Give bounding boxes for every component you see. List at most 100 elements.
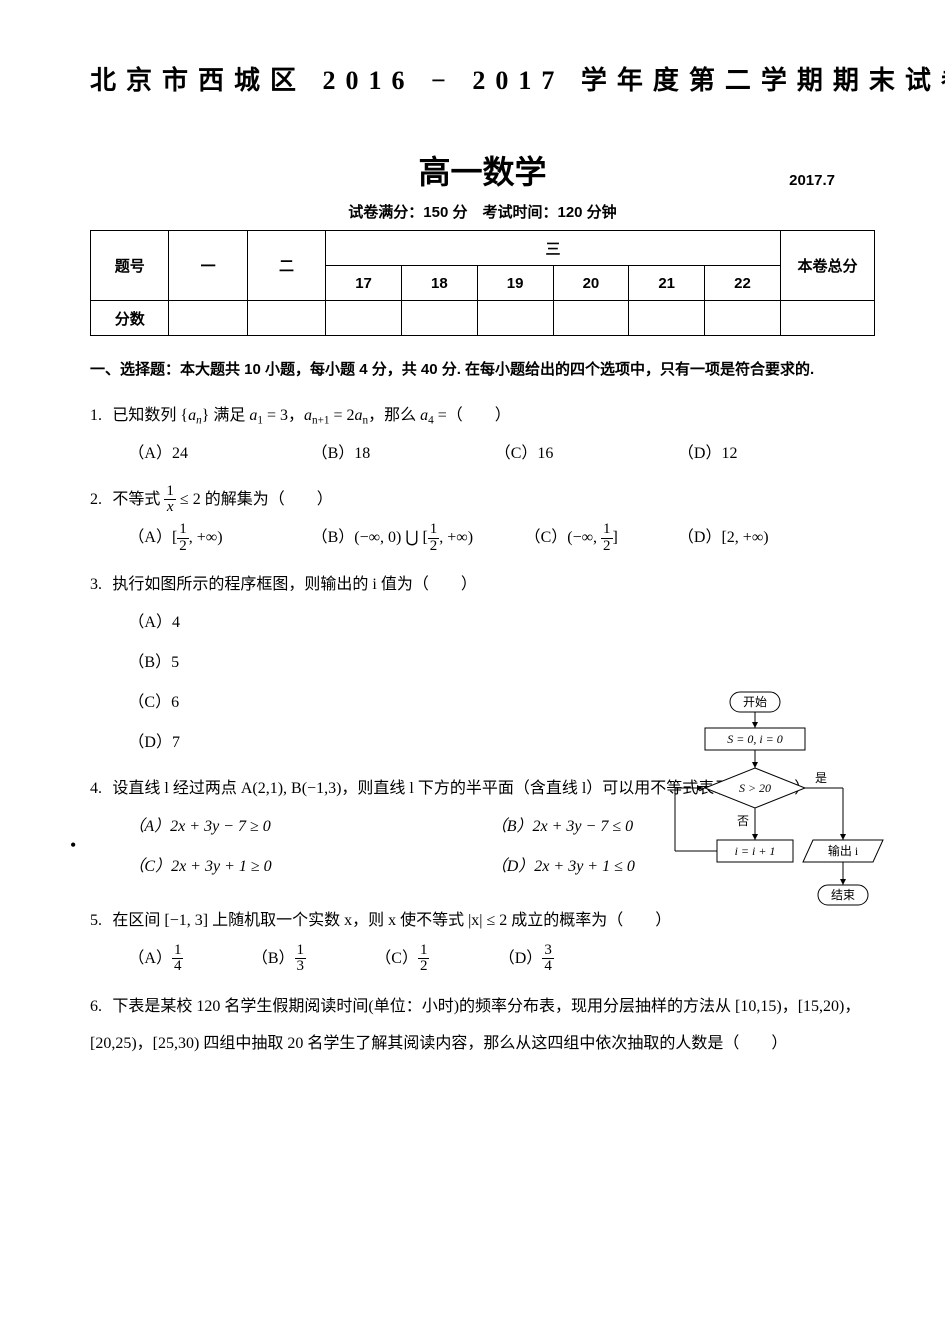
flow-start: 开始: [743, 695, 767, 709]
q2-a-post: , +∞): [189, 529, 223, 546]
q1-opt-d: （D）12: [678, 438, 857, 470]
q2-frac: 1x: [164, 484, 176, 517]
q3-opt-b: （B）5: [128, 647, 442, 679]
q4-a: （A）2x + 3y − 7 ≥ 0: [128, 818, 270, 835]
q2-opt-d: （D）[2, +∞): [678, 522, 857, 554]
th-21: 21: [629, 266, 705, 301]
q2-num: 2.: [90, 484, 112, 516]
th-20: 20: [553, 266, 629, 301]
q5-d-fd: 4: [542, 959, 554, 975]
q2-text-a: 不等式: [112, 491, 164, 508]
q6-text: 下表是某校 120 名学生假期阅读时间(单位：小时)的频率分布表，现用分层抽样的…: [90, 998, 860, 1052]
flow-no: 否: [737, 814, 749, 828]
td-blank: [553, 301, 629, 336]
q3-opt-d: （D）7: [128, 727, 442, 759]
q5-text: 在区间 [−1, 3] 上随机取一个实数 x，则 x 使不等式 |x| ≤ 2 …: [112, 912, 671, 929]
flow-cond: S > 20: [739, 781, 771, 795]
q5-num: 5.: [90, 905, 112, 937]
td-blank: [705, 301, 781, 336]
q1-text-c: ，那么: [368, 407, 420, 424]
flow-end: 结束: [831, 888, 855, 902]
bullet-icon: •: [70, 827, 76, 863]
q1-opt-a: （A）24: [128, 438, 307, 470]
q2-opt-c: （C）(−∞, 12]: [525, 522, 674, 555]
q5-opt-a: （A）14: [128, 943, 247, 976]
q2-b-fd: 2: [428, 539, 440, 555]
q4-opt-a: （A）2x + 3y − 7 ≥ 0: [128, 811, 486, 843]
q5-c-fn: 1: [418, 943, 430, 960]
q3-opt-a: （A）4: [128, 607, 442, 639]
q2-c-fd: 2: [601, 539, 613, 555]
td-blank: [326, 301, 402, 336]
q1-opt-b: （B）18: [312, 438, 491, 470]
section-1-heading: 一、选择题：本大题共 10 小题，每小题 4 分，共 40 分. 在每小题给出的…: [90, 354, 875, 386]
q5-b-pre: （B）: [252, 950, 295, 967]
q1-text-b: } 满足: [202, 407, 250, 424]
exam-date: 2017.7: [789, 172, 835, 189]
q2-c-fn: 1: [601, 522, 613, 539]
q5-d-fn: 3: [542, 943, 554, 960]
q5-opt-b: （B）13: [252, 943, 371, 976]
q3-options: （A）4 （B）5 （C）6 （D）7: [90, 607, 442, 759]
exam-meta: 试卷满分：150 分 考试时间：120 分钟: [90, 201, 875, 222]
th-22: 22: [705, 266, 781, 301]
q5-a-fn: 1: [172, 943, 184, 960]
th-18: 18: [401, 266, 477, 301]
table-row: 题号 一 二 三 本卷总分: [91, 231, 875, 266]
flow-out: 输出 i: [828, 843, 859, 858]
subtitle: 高一数学: [90, 147, 875, 193]
q1-seq: an: [188, 407, 202, 424]
q4-opt-c: （C）2x + 3y + 1 ≥ 0: [128, 851, 486, 883]
q1-sub2: n+1: [312, 414, 330, 426]
table-row: 分数: [91, 301, 875, 336]
q4-c: （C）2x + 3y + 1 ≥ 0: [128, 858, 271, 875]
th-one: 一: [169, 231, 247, 301]
q1-ask-r: =（ ）: [434, 407, 511, 424]
td-blank: [169, 301, 247, 336]
td-blank: [477, 301, 553, 336]
flow-step: i = i + 1: [735, 844, 776, 858]
q5-a-pre: （A）: [128, 950, 172, 967]
q3-opt-c: （C）6: [128, 687, 442, 719]
q5-c-pre: （C）: [375, 950, 418, 967]
question-1: 1.已知数列 {an} 满足 a1 = 3，an+1 = 2an，那么 a4 =…: [90, 400, 875, 470]
th-qnum: 题号: [91, 231, 169, 301]
q4-b: （B）2x + 3y − 7 ≤ 0: [491, 818, 633, 835]
q4-num: 4.: [90, 773, 112, 805]
q2-b-pre: （B）(−∞, 0) ⋃ [: [312, 529, 428, 546]
q2-a-pre: （A）[: [128, 529, 177, 546]
page-title: 北京市西城区 2016 − 2017 学年度第二学期期末试卷: [90, 60, 875, 97]
q5-a-fd: 4: [172, 959, 184, 975]
td-blank: [780, 301, 874, 336]
question-6: 6.下表是某校 120 名学生假期阅读时间(单位：小时)的频率分布表，现用分层抽…: [90, 989, 875, 1063]
q2-text-b: ≤ 2 的解集为（ ）: [176, 491, 333, 508]
q5-c-fd: 2: [418, 959, 430, 975]
q3-num: 3.: [90, 569, 112, 601]
q5-d-pre: （D）: [499, 950, 543, 967]
q5-opt-d: （D）34: [499, 943, 618, 976]
td-score-label: 分数: [91, 301, 169, 336]
score-table: 题号 一 二 三 本卷总分 17 18 19 20 21 22 分数: [90, 230, 875, 336]
th-19: 19: [477, 266, 553, 301]
q2-options: （A）[12, +∞) （B）(−∞, 0) ⋃ [12, +∞) （C）(−∞…: [90, 522, 875, 555]
q2-a-fd: 2: [177, 539, 189, 555]
q2-frac-d: x: [164, 500, 176, 516]
q4-d: （D）2x + 3y + 1 ≤ 0: [491, 858, 635, 875]
q1-num: 1.: [90, 400, 112, 432]
q5-opt-c: （C）12: [375, 943, 494, 976]
flowchart-diagram: 开始 S = 0, i = 0 S > 20 是 输出 i 结束 否 i = i…: [635, 690, 895, 950]
q1-cond2m: = 2: [329, 407, 354, 424]
q5-b-fd: 3: [295, 959, 307, 975]
q1-opt-c: （C）16: [495, 438, 674, 470]
q2-c-post: ]: [613, 529, 618, 546]
th-total: 本卷总分: [780, 231, 874, 301]
q1-options: （A）24 （B）18 （C）16 （D）12: [90, 438, 875, 470]
q2-opt-b: （B）(−∞, 0) ⋃ [12, +∞): [312, 522, 521, 555]
flow-init: S = 0, i = 0: [727, 732, 783, 746]
td-blank: [629, 301, 705, 336]
q2-a-fn: 1: [177, 522, 189, 539]
q1-cond1r: = 3，: [263, 407, 304, 424]
th-three: 三: [326, 231, 781, 266]
q2-b-fn: 1: [428, 522, 440, 539]
q2-b-post: , +∞): [439, 529, 473, 546]
